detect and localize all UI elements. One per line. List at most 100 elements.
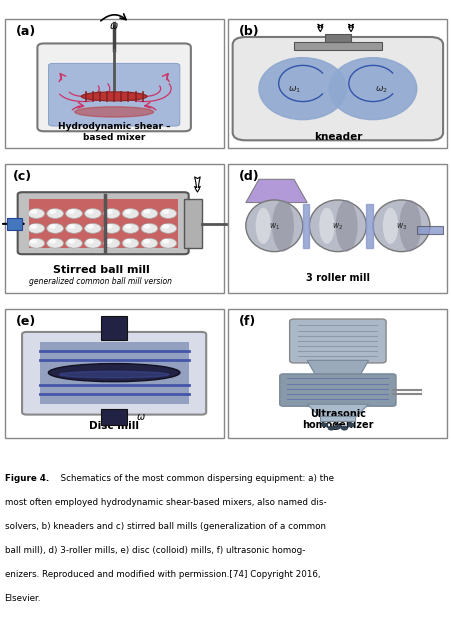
Circle shape [31,239,37,243]
Circle shape [341,427,346,430]
Circle shape [69,225,74,228]
Circle shape [50,210,55,214]
Circle shape [47,209,63,219]
Text: $\omega_2$: $\omega_2$ [374,84,387,94]
Circle shape [103,209,120,219]
Ellipse shape [258,58,346,120]
Text: Elsevier.: Elsevier. [5,593,41,603]
Bar [101,410,127,425]
FancyBboxPatch shape [48,63,179,126]
Text: most often employed hydrodynamic shear-based mixers, also named dis-: most often employed hydrodynamic shear-b… [5,498,326,507]
Circle shape [334,425,340,428]
Circle shape [125,225,130,228]
Ellipse shape [272,200,293,251]
Circle shape [162,225,168,228]
Text: (d): (d) [239,170,259,183]
Bar [28,198,177,248]
Circle shape [160,238,176,248]
Circle shape [106,239,112,243]
Circle shape [122,238,138,248]
Circle shape [141,238,157,248]
Text: (c): (c) [13,170,32,183]
FancyBboxPatch shape [37,43,190,131]
Circle shape [125,210,130,214]
FancyBboxPatch shape [279,374,395,406]
Text: (e): (e) [15,315,36,328]
Circle shape [28,209,45,219]
Circle shape [28,224,45,233]
Text: (f): (f) [239,315,256,328]
Polygon shape [245,180,307,203]
Ellipse shape [372,200,429,251]
FancyBboxPatch shape [289,319,385,363]
Circle shape [69,239,74,243]
Circle shape [328,427,333,430]
Circle shape [28,238,45,248]
Text: (a): (a) [15,25,36,38]
Ellipse shape [398,200,420,251]
Circle shape [31,225,37,228]
Text: generalized common ball mill version: generalized common ball mill version [29,277,172,287]
Circle shape [47,224,63,233]
Polygon shape [307,404,368,417]
Circle shape [87,210,93,214]
Text: enizers. Reproduced and modified with permission.[74] Copyright 2016,: enizers. Reproduced and modified with pe… [5,570,319,579]
Circle shape [84,224,101,233]
FancyBboxPatch shape [232,37,442,140]
Circle shape [122,209,138,219]
Text: (b): (b) [239,25,259,38]
Circle shape [122,224,138,233]
Circle shape [106,225,112,228]
Circle shape [84,238,101,248]
Ellipse shape [308,200,366,251]
Text: $\omega$: $\omega$ [136,413,146,422]
Text: $\omega$: $\omega$ [234,220,244,231]
Circle shape [47,238,63,248]
Bar [320,416,354,421]
Bar [324,35,350,42]
Circle shape [106,210,112,214]
Circle shape [143,239,149,243]
Bar [184,198,202,248]
Ellipse shape [59,371,169,378]
Circle shape [141,209,157,219]
Circle shape [65,209,82,219]
Ellipse shape [382,208,397,244]
Circle shape [50,225,55,228]
Circle shape [321,423,327,427]
Circle shape [87,239,93,243]
Circle shape [162,239,168,243]
Circle shape [347,423,353,427]
Circle shape [65,224,82,233]
Text: Figure 4.: Figure 4. [5,474,49,483]
Bar [40,342,188,404]
Text: $\omega$: $\omega$ [109,21,119,31]
Text: Ultrasonic
homogenizer: Ultrasonic homogenizer [301,408,373,430]
Circle shape [143,225,149,228]
FancyBboxPatch shape [22,332,206,415]
Text: kneader: kneader [313,132,361,142]
Text: $w_3$: $w_3$ [395,221,406,232]
Text: 3 roller mill: 3 roller mill [305,273,369,283]
Bar [366,204,372,248]
Text: $\omega_1$: $\omega_1$ [287,84,300,94]
Text: Stirred ball mill: Stirred ball mill [52,265,149,275]
Ellipse shape [328,58,416,120]
Text: Hydrodynamic shear –
based mixer: Hydrodynamic shear – based mixer [58,122,170,142]
Circle shape [141,224,157,233]
Text: ball mill), d) 3-roller mills, e) disc (colloid) mills, f) ultrasonic homog-: ball mill), d) 3-roller mills, e) disc (… [5,546,304,555]
Circle shape [125,239,130,243]
Circle shape [103,224,120,233]
Text: solvers, b) kneaders and c) stirred ball mills (generalization of a common: solvers, b) kneaders and c) stirred ball… [5,522,325,531]
Circle shape [162,210,168,214]
Bar [302,204,308,248]
Circle shape [103,238,120,248]
Circle shape [31,210,37,214]
Circle shape [160,224,176,233]
Circle shape [143,210,149,214]
Text: Disc mill: Disc mill [89,421,139,432]
Bar [293,42,381,50]
Ellipse shape [48,364,179,382]
Circle shape [69,210,74,214]
Ellipse shape [74,106,153,117]
